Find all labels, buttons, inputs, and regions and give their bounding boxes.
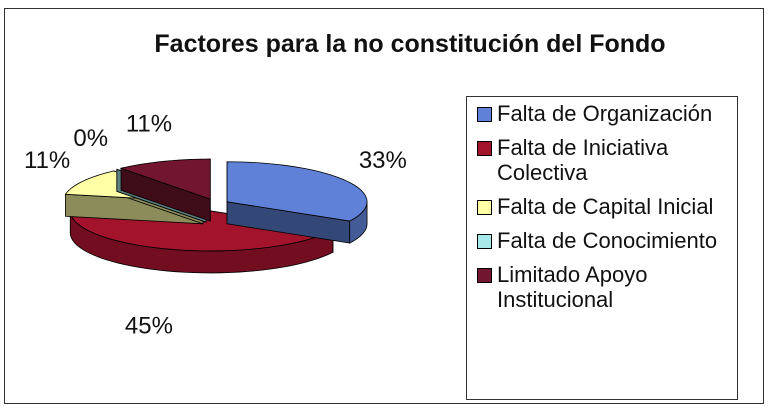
legend-label: Falta de Organización — [497, 101, 713, 126]
legend-item: Falta de Capital Inicial — [477, 194, 731, 219]
slice-top — [119, 158, 211, 200]
legend-label: Falta de Capital Inicial — [497, 194, 714, 219]
legend-swatch — [477, 141, 492, 156]
legend-item: Falta de Conocimiento — [477, 228, 731, 253]
legend: Falta de Organización Falta de Iniciativa… — [466, 96, 738, 400]
legend-label: Falta de Iniciativa Colectiva — [497, 135, 669, 185]
data-label: 0% — [73, 125, 108, 152]
data-label: 33% — [359, 147, 407, 174]
chart-title: Factores para la no constitución del Fon… — [154, 30, 666, 58]
legend-item: Limitado Apoyo Institucional — [477, 262, 731, 312]
data-label: 11% — [126, 110, 172, 137]
legend-swatch — [477, 268, 492, 283]
legend-swatch — [477, 107, 492, 122]
data-label: 45% — [125, 312, 173, 339]
legend-swatch — [477, 234, 492, 249]
legend-label: Falta de Conocimiento — [497, 228, 718, 253]
chart-frame — [4, 8, 764, 404]
legend-item: Falta de Organización — [477, 101, 731, 126]
data-label: 11% — [24, 147, 70, 174]
legend-label: Limitado Apoyo Institucional — [497, 262, 648, 312]
slice — [119, 158, 211, 222]
slice-top — [226, 161, 368, 222]
legend-swatch — [477, 200, 492, 215]
legend-item: Falta de Iniciativa Colectiva — [477, 135, 731, 185]
slice — [226, 161, 368, 244]
